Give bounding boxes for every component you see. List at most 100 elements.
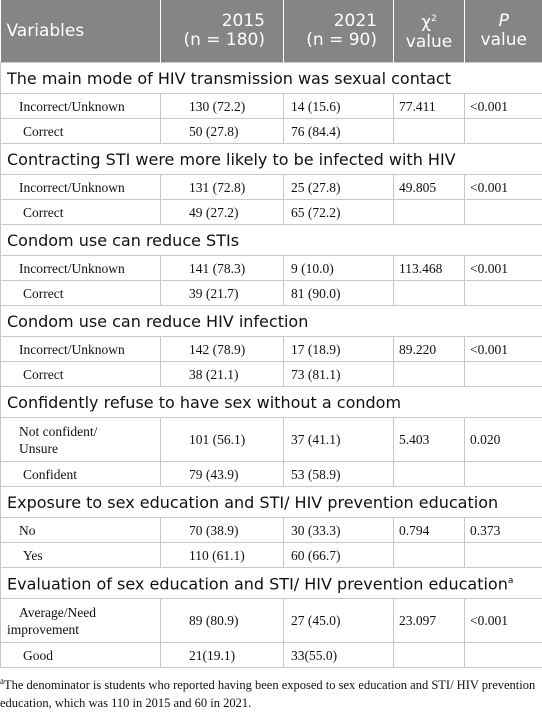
row-label-text: Average/Need	[19, 604, 96, 620]
cell-text: 33(55.0)	[291, 647, 338, 663]
section-title: Condom use can reduce STIs	[0, 224, 542, 256]
row-label: Good	[0, 642, 161, 668]
row-label: Correct	[0, 118, 161, 144]
data-cell	[464, 461, 542, 487]
cell-text: 30 (33.3)	[291, 522, 341, 538]
row-label-text: Unsure	[19, 440, 58, 456]
row-label-text: Incorrect/Unknown	[19, 341, 125, 357]
section-row: Condom use can reduce STIs	[0, 224, 542, 256]
row-label-text: Correct	[23, 123, 64, 139]
cell-text: 39 (21.7)	[189, 285, 239, 301]
data-cell: 101 (56.1)	[160, 417, 284, 462]
data-cell: <0.001	[464, 336, 542, 362]
section-note: a	[507, 576, 514, 587]
table-body: The main mode of HIV transmission was se…	[0, 62, 542, 668]
data-cell: 49.805	[393, 174, 465, 200]
cell-text: 0.794	[399, 522, 430, 538]
data-cell	[464, 280, 542, 306]
data-row: Correct 38 (21.1) 73 (81.1)	[0, 361, 542, 387]
footnote: aThe denominator is students who reporte…	[0, 668, 542, 712]
row-label-text: Incorrect/Unknown	[19, 260, 125, 276]
data-row: Incorrect/Unknown 141 (78.3) 9 (10.0) 113.4…	[0, 255, 542, 281]
cell-text: 142 (78.9)	[189, 341, 246, 357]
cell-text: 5.403	[399, 432, 430, 447]
cell-text: 37 (41.1)	[291, 432, 341, 447]
cell-text: 73 (81.1)	[291, 366, 341, 382]
data-cell	[464, 118, 542, 144]
section-row: Condom use can reduce HIV infection	[0, 305, 542, 337]
section-title: Exposure to sex education and STI/ HIV p…	[0, 486, 542, 518]
data-cell: 37 (41.1)	[283, 417, 394, 462]
section-title-text: Evaluation of sex education and STI/ HIV…	[7, 574, 508, 594]
data-cell: 50 (27.8)	[160, 118, 284, 144]
data-cell	[393, 642, 465, 668]
section-title-text: The main mode of HIV transmission was se…	[7, 68, 451, 88]
row-label: Incorrect/Unknown	[0, 93, 161, 119]
row-label: Average/Need improvement	[0, 598, 161, 643]
section-title: Evaluation of sex education and STI/ HIV…	[0, 567, 542, 599]
row-label: Confident	[0, 461, 161, 487]
data-cell: 21(19.1)	[160, 642, 284, 668]
data-cell: <0.001	[464, 255, 542, 281]
cell-text: 130 (72.2)	[189, 98, 246, 114]
row-label-text: Good	[23, 647, 53, 663]
data-cell: 0.373	[464, 517, 542, 543]
data-cell: 81 (90.0)	[283, 280, 394, 306]
data-row: Confident 79 (43.9) 53 (58.9)	[0, 461, 542, 487]
cell-text: 0.020	[470, 432, 501, 447]
data-row: Yes 110 (61.1) 60 (66.7)	[0, 542, 542, 568]
header-text: (n = 90)	[306, 30, 377, 50]
row-label: No	[0, 517, 161, 543]
cell-text: <0.001	[470, 98, 508, 114]
cell-text: 110 (61.1)	[189, 547, 245, 563]
cell-text: <0.001	[470, 179, 508, 195]
data-row: Average/Need improvement 89 (80.9) 27 (45.0…	[0, 598, 542, 643]
cell-text: 38 (21.1)	[189, 366, 239, 382]
data-cell	[393, 461, 465, 487]
row-label: Correct	[0, 280, 161, 306]
row-label-text: Correct	[23, 204, 64, 220]
header-cell: 2021 (n = 90)	[283, 0, 394, 63]
data-cell: 0.020	[464, 417, 542, 462]
cell-text: <0.001	[470, 341, 508, 357]
data-cell: 33(55.0)	[283, 642, 394, 668]
data-cell: 25 (27.8)	[283, 174, 394, 200]
data-cell: 89 (80.9)	[160, 598, 284, 643]
data-cell: 23.097	[393, 598, 465, 643]
cell-text: 60 (66.7)	[291, 547, 341, 563]
cell-text: 76 (84.4)	[291, 123, 341, 139]
data-cell	[464, 361, 542, 387]
section-row: Evaluation of sex education and STI/ HIV…	[0, 567, 542, 599]
data-cell: 0.794	[393, 517, 465, 543]
cell-text: 113.468	[399, 260, 443, 276]
cell-text: 49.805	[399, 179, 437, 195]
section-title-text: Contracting STI were more likely to be i…	[7, 149, 456, 169]
cell-text: <0.001	[470, 260, 508, 276]
data-cell: 53 (58.9)	[283, 461, 394, 487]
header-row: Variables 2015 (n = 180) 2021 (n = 90) χ2 v…	[0, 0, 542, 63]
data-cell	[464, 642, 542, 668]
row-label-text: Incorrect/Unknown	[19, 179, 125, 195]
cell-text: 9 (10.0)	[291, 260, 334, 276]
data-row: Incorrect/Unknown 142 (78.9) 17 (18.9) 89.2…	[0, 336, 542, 362]
header-cell: Variables	[0, 0, 161, 63]
cell-text: 0.373	[470, 522, 501, 538]
data-cell: 5.403	[393, 417, 465, 462]
header-text: P	[498, 11, 509, 31]
cell-text: 101 (56.1)	[189, 432, 246, 447]
section-title: Condom use can reduce HIV infection	[0, 305, 542, 337]
section-title: The main mode of HIV transmission was se…	[0, 62, 542, 94]
data-cell: 110 (61.1)	[160, 542, 284, 568]
header-text: (n = 180)	[183, 30, 265, 50]
data-cell: 39 (21.7)	[160, 280, 284, 306]
data-row: No 70 (38.9) 30 (33.3) 0.794 0.373	[0, 517, 542, 543]
row-label: Correct	[0, 361, 161, 387]
row-label: Yes	[0, 542, 161, 568]
row-label-text: improvement	[7, 621, 79, 637]
data-cell	[393, 280, 465, 306]
cell-text: 14 (15.6)	[291, 98, 341, 114]
cell-text: 77.411	[399, 98, 436, 114]
row-label-text: Correct	[23, 366, 64, 382]
data-cell: 17 (18.9)	[283, 336, 394, 362]
